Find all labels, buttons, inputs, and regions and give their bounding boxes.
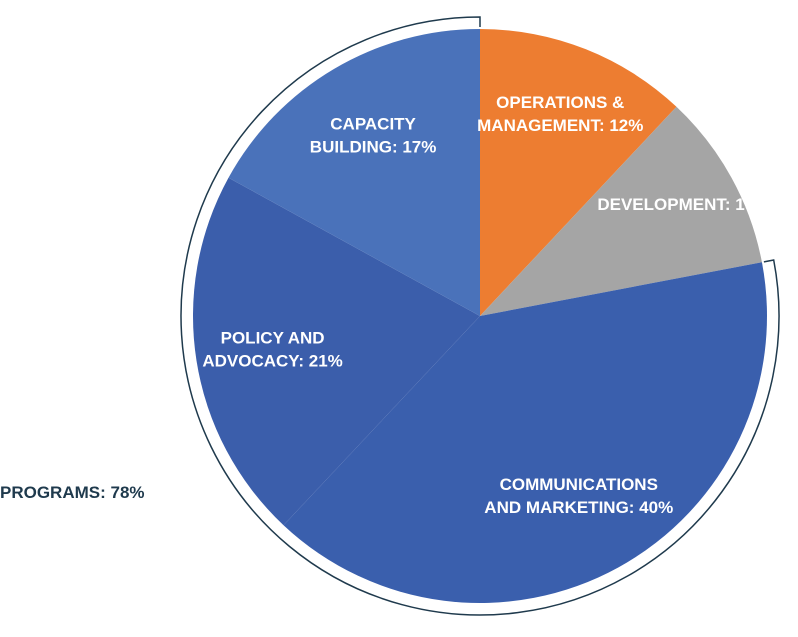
programs-label: PROGRAMS: 78%	[0, 483, 145, 502]
pie-slices	[192, 29, 767, 603]
slice-label: POLICY AND ADVOCACY: 21%	[202, 328, 342, 370]
pie-slice	[480, 106, 762, 316]
programs-bracket	[180, 16, 780, 616]
pie-slice	[192, 177, 480, 526]
pie-slice	[480, 29, 677, 316]
slice-labels: OPERATIONS & MANAGEMENT: 12% DEVELOPMENT: …	[202, 93, 769, 517]
slice-label: DEVELOPMENT: 10%	[597, 195, 769, 214]
pie-slice	[283, 262, 767, 603]
slice-label: OPERATIONS & MANAGEMENT: 12%	[477, 93, 643, 135]
pie-slice	[228, 29, 480, 316]
slice-label: CAPACITY BUILDING: 17%	[310, 115, 437, 157]
slice-label: COMMUNICATIONS AND MARKETING: 40%	[484, 475, 673, 517]
